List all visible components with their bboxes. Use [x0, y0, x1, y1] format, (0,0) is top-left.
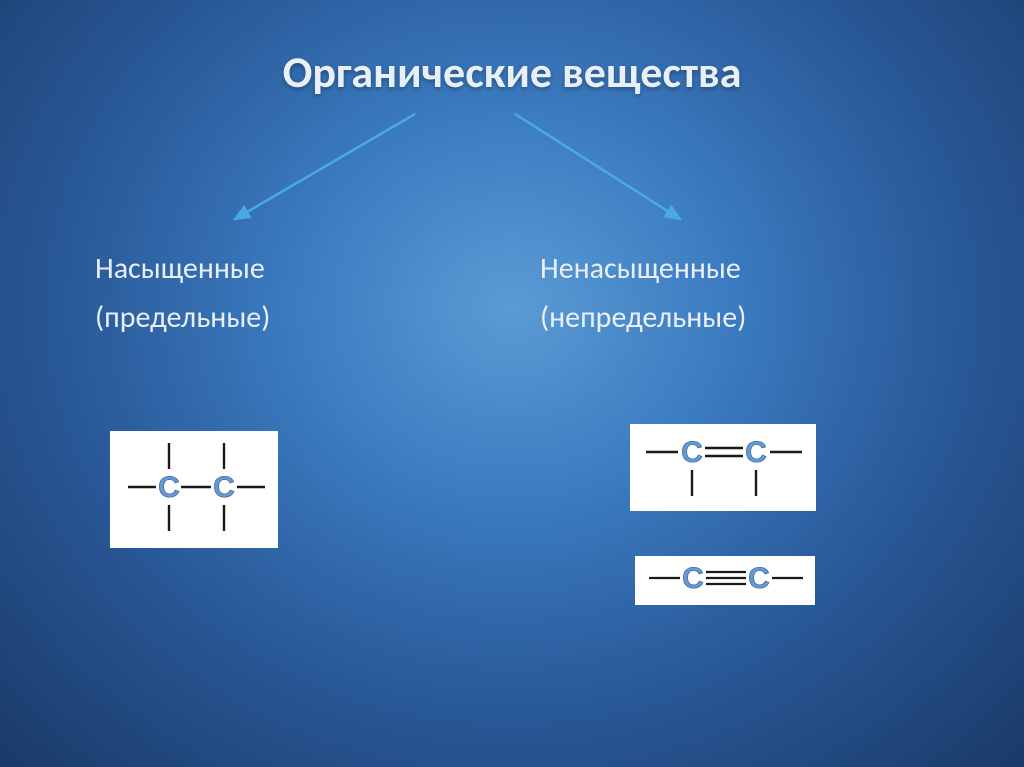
branch-right-line2: (непредельные) [540, 298, 910, 347]
svg-text:C: C [681, 436, 703, 469]
branch-left-line2: (предельные) [95, 298, 465, 347]
branch-right: Ненасыщенные (непредельные) [540, 249, 910, 346]
branch-left: Насыщенные (предельные) [95, 249, 465, 346]
branch-labels: Насыщенные (предельные) Ненасыщенные (не… [0, 249, 1024, 346]
svg-text:C: C [748, 562, 770, 595]
svg-text:C: C [682, 562, 704, 595]
svg-text:C: C [745, 436, 767, 469]
formula-triple-bond: C C [635, 556, 815, 605]
branch-right-line1: Ненасыщенные [540, 249, 910, 298]
branch-arrows [0, 99, 1024, 249]
formula-area: C C C C [0, 346, 1024, 676]
arrow-right [515, 114, 680, 219]
arrow-left [235, 114, 415, 219]
formula-single-bond: C C [110, 431, 278, 548]
formula-double-bond: C C [630, 424, 816, 511]
svg-text:C: C [213, 471, 235, 504]
branch-left-line1: Насыщенные [95, 249, 465, 298]
svg-text:C: C [158, 471, 180, 504]
page-title: Органические вещества [0, 0, 1024, 99]
